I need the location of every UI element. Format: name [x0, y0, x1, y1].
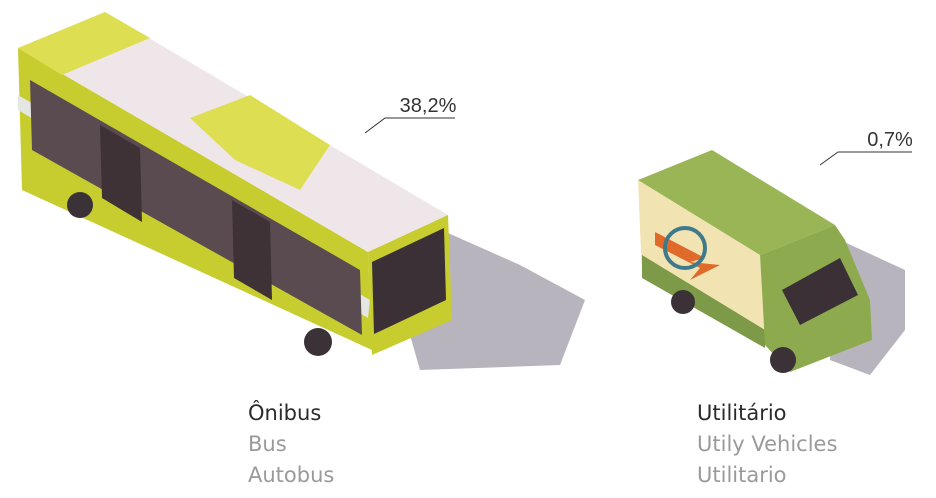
van-arrow	[655, 232, 720, 280]
percentage: 38,2%	[400, 95, 457, 117]
percentage: 0,7%	[867, 129, 913, 151]
leader-line	[364, 117, 455, 134]
bus-roof-rear	[18, 12, 150, 75]
wheel	[770, 347, 796, 373]
bus-ac-unit	[190, 95, 330, 190]
wheel	[304, 328, 332, 356]
bus-door	[100, 125, 142, 222]
vehicle-label: Utilitário Utily Vehicles Utilitario	[697, 398, 837, 491]
label-es: Utilitario	[697, 463, 787, 487]
van-roof	[638, 150, 835, 255]
label-es: Autobus	[248, 463, 335, 487]
leader-line	[819, 151, 912, 166]
van-skirt	[642, 255, 765, 348]
van-windshield	[782, 258, 858, 325]
label-pt: Utilitário	[697, 401, 787, 425]
bus-door	[232, 200, 272, 300]
wheel	[671, 290, 695, 314]
label-en: Utily Vehicles	[697, 432, 838, 456]
vehicle-label: Ônibus Bus Autobus	[248, 398, 334, 491]
van-logo	[663, 226, 707, 270]
wheel	[67, 192, 93, 218]
label-pt: Ônibus	[248, 401, 322, 425]
label-en: Bus	[248, 432, 287, 456]
bus-windshield	[372, 228, 446, 334]
